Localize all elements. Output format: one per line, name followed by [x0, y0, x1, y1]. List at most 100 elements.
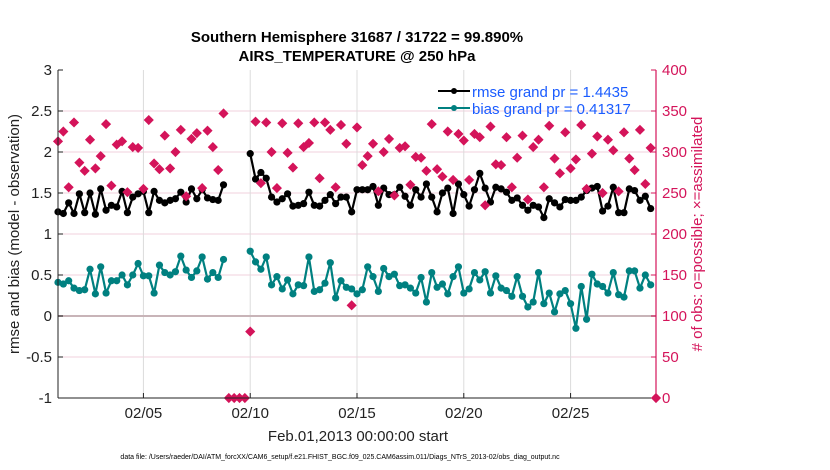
obs-count-point [464, 174, 475, 185]
rmse-point [396, 183, 404, 191]
obs-count-point [100, 119, 112, 130]
obs-count-point [629, 164, 640, 176]
obs-count-point [159, 130, 170, 141]
obs-count-point [90, 163, 101, 174]
rmse-point [620, 209, 628, 217]
rmse-point [70, 209, 78, 218]
rmse-point [561, 195, 569, 204]
bias-point [358, 286, 366, 294]
bias-point [102, 289, 110, 297]
rmse-point [465, 202, 473, 210]
bias-point [582, 315, 591, 323]
rmse-point [182, 198, 190, 206]
bias-point [59, 280, 67, 288]
y-axis-label-left: rmse and bias (model - observation) [6, 114, 23, 354]
rmse-point [145, 209, 153, 217]
bias-point [305, 253, 313, 261]
obs-count-point [287, 162, 298, 173]
obs-count-point [448, 174, 459, 185]
obs-count-point [496, 160, 507, 171]
y-tick-label-left: -0.5 [26, 349, 52, 366]
obs-count-point [624, 153, 635, 164]
bias-point [97, 263, 105, 271]
obs-count-point [373, 186, 384, 197]
obs-count-point [122, 187, 133, 198]
bias-point [182, 266, 190, 274]
bias-point [145, 272, 153, 280]
bias-point [588, 270, 596, 278]
rmse-point [369, 182, 377, 191]
bias-point [193, 267, 201, 275]
bias-point [203, 275, 212, 283]
bias-point [625, 267, 633, 275]
bias-point [171, 268, 180, 276]
obs-count-point [560, 127, 571, 138]
obs-count-point [442, 126, 453, 137]
rmse-point [540, 214, 548, 222]
bias-point [385, 273, 393, 281]
obs-count-point [597, 187, 608, 199]
bias-point [566, 300, 575, 308]
rmse-point [433, 208, 441, 216]
obs-count-point [421, 165, 432, 176]
y-tick-label-right: 0 [662, 390, 670, 407]
bias-point [364, 263, 372, 271]
rmse-point [348, 208, 356, 216]
bias-point [615, 291, 623, 299]
obs-count-point [74, 157, 85, 168]
rmse-point [177, 188, 185, 196]
obs-count-point [485, 121, 496, 132]
obs-count-point [618, 127, 630, 138]
legend-rmse-label: rmse grand pr = 1.4435 [472, 84, 628, 101]
bias-point [481, 268, 489, 276]
obs-count-point [79, 165, 90, 176]
bias-point [326, 259, 334, 267]
legend-bias-label: bias grand pr = 0.41317 [472, 101, 631, 118]
rmse-point [609, 183, 617, 191]
obs-count-point [640, 178, 651, 190]
bias-point [518, 292, 527, 300]
y-tick-label-left: 2.5 [31, 103, 52, 120]
obs-count-point [341, 138, 352, 149]
obs-count-point [175, 124, 186, 135]
rmse-point [358, 186, 366, 194]
bias-point [139, 272, 148, 280]
legend-bias-marker [451, 105, 457, 111]
bias-point [647, 281, 655, 289]
obs-count-point [282, 147, 293, 158]
bias-point [417, 273, 425, 282]
obs-count-point [138, 183, 149, 194]
bias-point [278, 285, 286, 293]
bias-point [123, 281, 132, 289]
rmse-point [599, 207, 607, 215]
obs-count-point [245, 326, 256, 337]
obs-count-point [565, 163, 576, 174]
rmse-point [246, 150, 254, 158]
obs-count-point [608, 145, 619, 156]
bias-point [267, 281, 276, 289]
bias-point [449, 273, 457, 281]
bias-point [561, 286, 569, 295]
obs-count-point [453, 128, 464, 140]
bias-point [219, 255, 228, 264]
obs-count-point [250, 116, 261, 127]
rmse-point [113, 203, 121, 211]
data-file-footer: data file: /Users/raeder/DAI/ATM_forcXX/… [120, 454, 560, 461]
obs-count-point [68, 117, 80, 128]
rmse-point [593, 182, 601, 191]
obs-count-point [512, 152, 523, 163]
x-tick-label: 02/10 [231, 405, 269, 422]
y-tick-label-left: 1 [44, 226, 52, 243]
bias-point [198, 253, 206, 261]
rmse-point [374, 201, 382, 209]
obs-count-point [437, 171, 448, 182]
bias-point [428, 268, 436, 277]
rmse-point [209, 195, 217, 204]
obs-count-point [399, 141, 411, 152]
bias-point [337, 277, 345, 285]
obs-count-point [634, 124, 646, 135]
x-tick-label: 02/15 [338, 405, 376, 422]
rmse-point [636, 196, 644, 204]
bias-point [641, 271, 649, 279]
y-tick-label-left: 0.5 [31, 267, 52, 284]
